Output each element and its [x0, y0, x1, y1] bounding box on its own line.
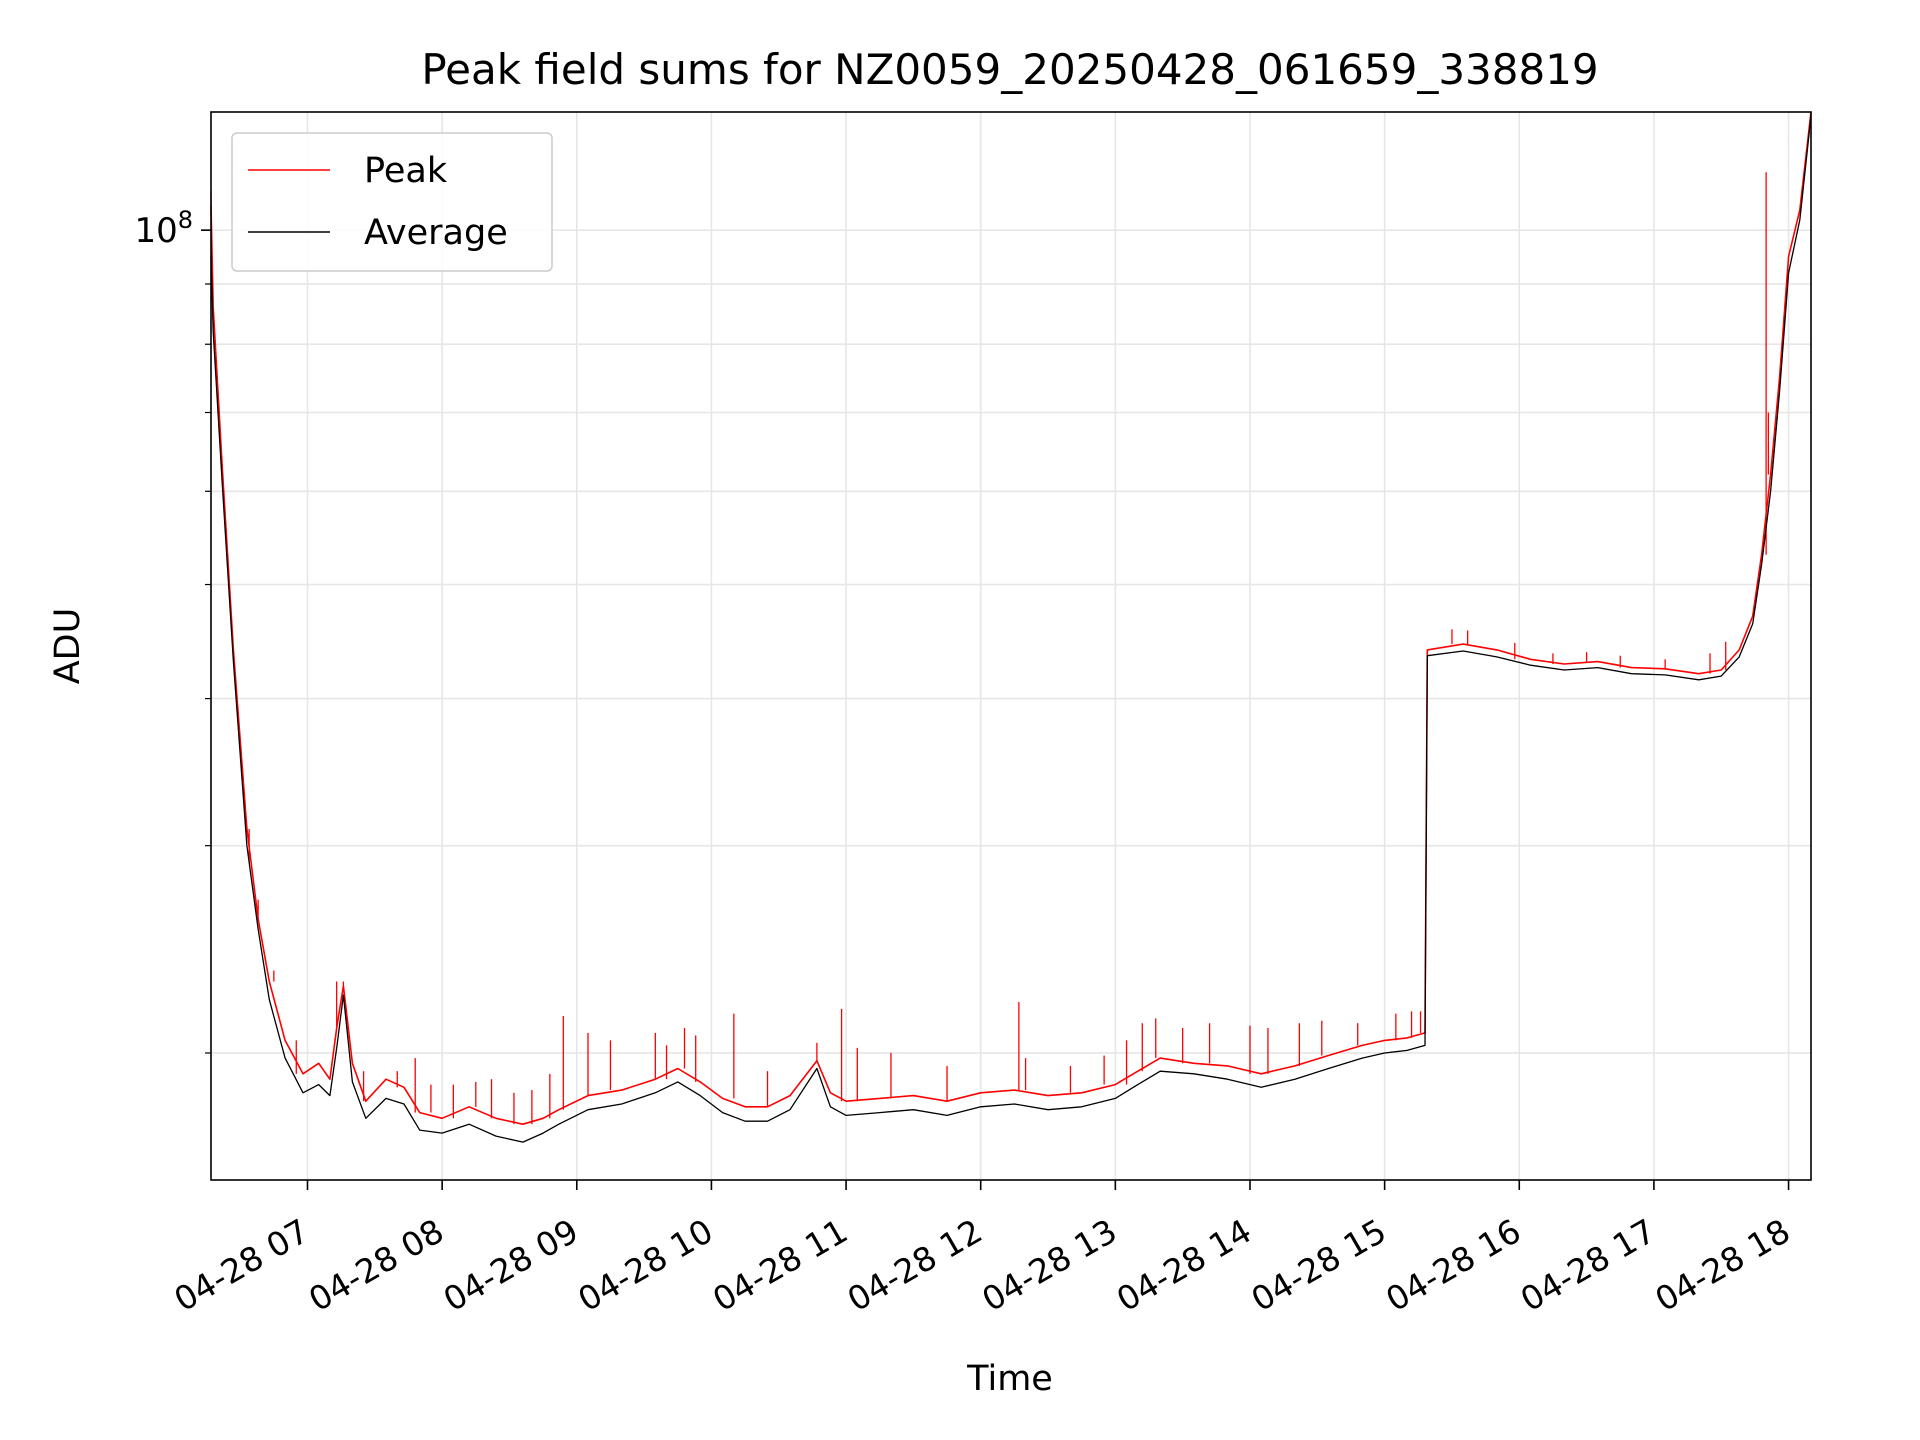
average-line	[210, 116, 1812, 1143]
legend-peak-label: Peak	[364, 151, 448, 191]
plot-frame	[210, 111, 1812, 1181]
legend-average-label: Average	[364, 213, 508, 253]
peak-line	[210, 111, 1812, 1125]
y-tick-exponent: 8	[178, 206, 193, 234]
chart-title: Peak field sums for NZ0059_20250428_0616…	[421, 45, 1598, 94]
grid	[211, 112, 1811, 1180]
series-layer	[210, 111, 1812, 1143]
x-axis-label: Time	[966, 1359, 1053, 1399]
y-axis-label: ADU	[48, 608, 88, 685]
legend-box	[231, 132, 553, 272]
legend: Peak Average	[231, 132, 553, 272]
